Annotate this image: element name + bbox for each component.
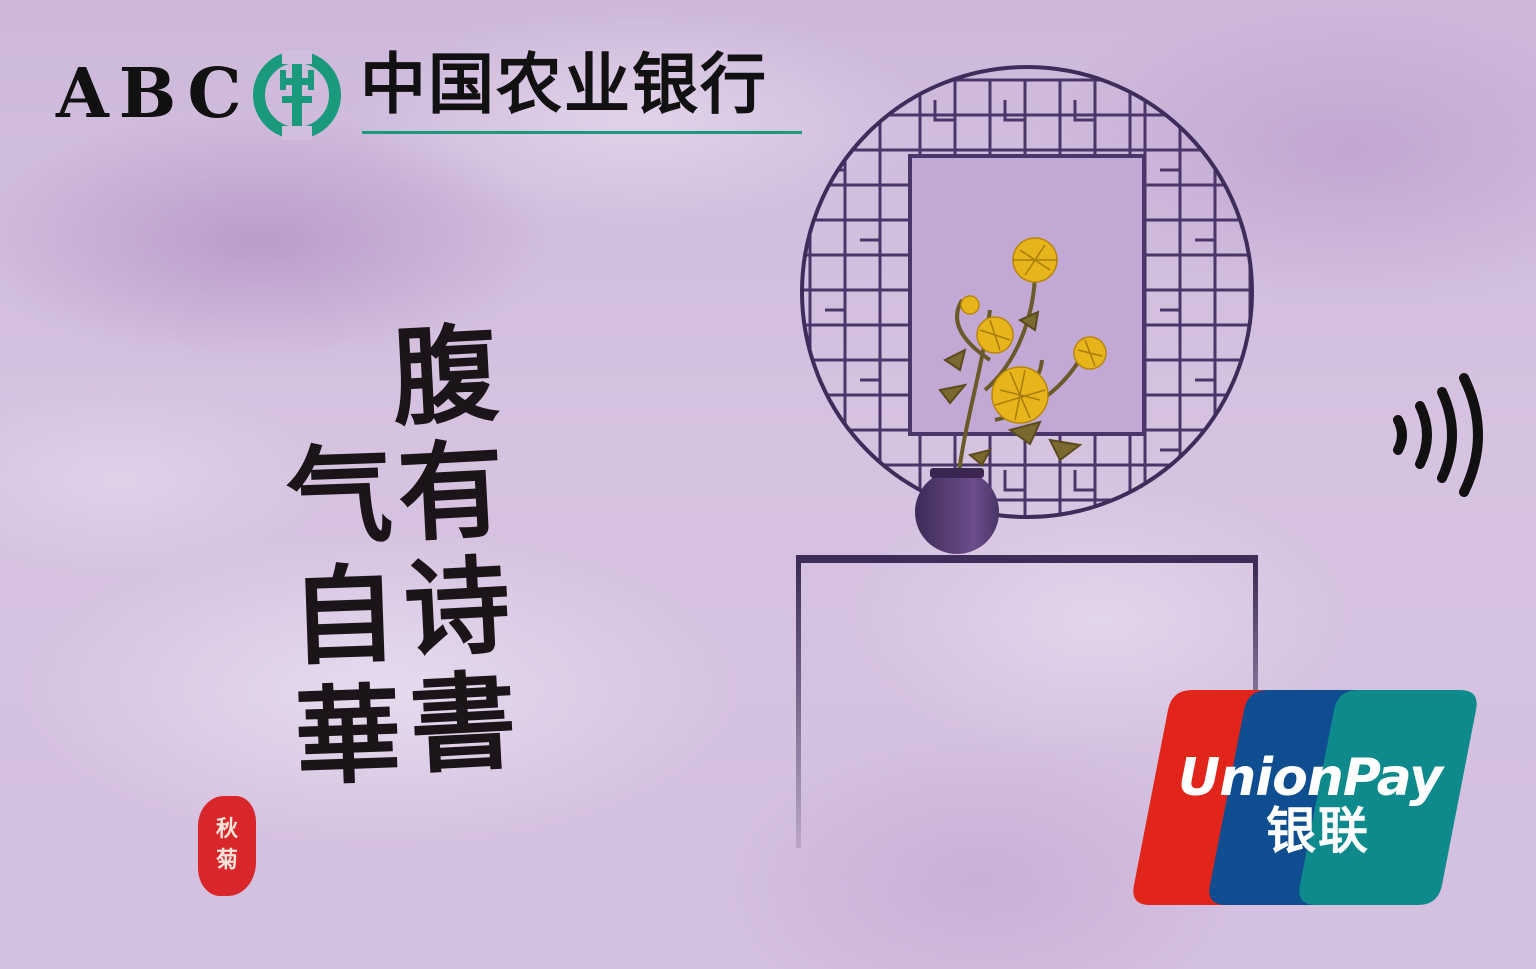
moon-window-artwork [796,65,1258,848]
abc-logo-icon [253,50,341,140]
unionpay-name-cn: 银联 [1266,802,1370,860]
unionpay-logo-icon [1133,690,1477,905]
vase [915,470,999,554]
calligraphy-line-2: 气自華 [266,437,405,803]
lattice-pattern [802,78,1252,517]
bank-abbr: ABC [56,54,252,134]
red-seal: 秋 菊 [198,796,256,896]
bank-name: 中国农业银行 [360,46,768,123]
contactless-icon [1393,373,1483,497]
seal-text-2: 菊 [215,848,238,873]
chrysanthemum-plant [938,237,1107,481]
bank-name-underline [362,131,802,134]
seal-text-1: 秋 [215,817,238,843]
unionpay-name: UnionPay [1178,748,1443,808]
table-top [796,555,1258,563]
